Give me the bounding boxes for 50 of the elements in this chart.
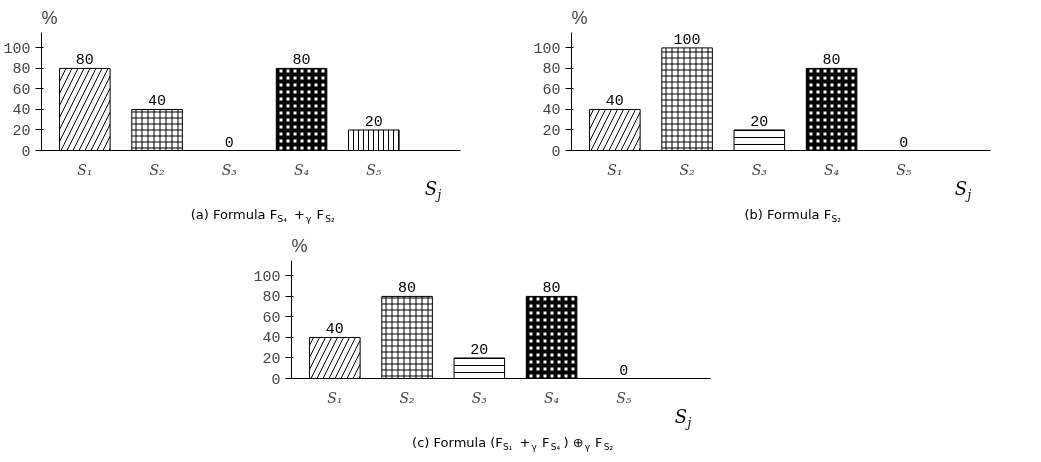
y-tick-label: 40 xyxy=(542,102,561,120)
data-label: 20 xyxy=(364,113,383,131)
y-tick-label: 60 xyxy=(542,81,561,99)
y-tick-label: 20 xyxy=(542,122,561,140)
y-tick-label: 0 xyxy=(271,371,281,389)
x-tick-label: S₁ xyxy=(607,161,623,178)
y-tick-label: 100 xyxy=(3,40,31,58)
y-tick-label: 80 xyxy=(12,61,31,79)
x-tick-label: S₂ xyxy=(149,161,166,178)
y-tick-label: 40 xyxy=(262,330,281,348)
y-tick-label: 60 xyxy=(262,309,281,327)
x-tick-label: S₄ xyxy=(293,161,310,178)
x-tick-label: S₅ xyxy=(616,389,632,406)
x-tick-label: S₅ xyxy=(366,161,382,178)
chart-title: % xyxy=(571,7,588,28)
x-tick-label: S₁ xyxy=(327,389,343,406)
y-tick-label: 80 xyxy=(542,61,561,79)
y-tick-label: 80 xyxy=(262,289,281,307)
x-tick-label: S₃ xyxy=(751,161,768,178)
x-tick-label: S₄ xyxy=(543,389,560,406)
data-label: 0 xyxy=(899,134,909,152)
y-tick-label: 100 xyxy=(253,268,281,286)
data-label: 80 xyxy=(822,52,841,70)
y-tick-label: 20 xyxy=(262,350,281,368)
data-label: 40 xyxy=(148,93,167,111)
x-tick-label: S₃ xyxy=(221,161,238,178)
x-tick-label: S₃ xyxy=(471,389,488,406)
data-label: 80 xyxy=(398,280,417,298)
data-label: 40 xyxy=(605,93,624,111)
data-label: 20 xyxy=(470,341,489,359)
data-label: 0 xyxy=(224,134,234,152)
x-tick-label: S₄ xyxy=(823,161,840,178)
chart-title: % xyxy=(291,235,308,256)
y-tick-label: 0 xyxy=(551,143,561,161)
x-tick-label: S₂ xyxy=(399,389,416,406)
data-label: 40 xyxy=(325,321,344,339)
data-label: 80 xyxy=(292,52,311,70)
y-tick-label: 20 xyxy=(12,122,31,140)
data-label: 80 xyxy=(75,52,94,70)
x-tick-label: S₂ xyxy=(679,161,696,178)
x-tick-label: S₁ xyxy=(77,161,93,178)
y-tick-label: 60 xyxy=(12,81,31,99)
y-tick-label: 0 xyxy=(21,143,31,161)
data-label: 0 xyxy=(619,362,629,380)
y-tick-label: 40 xyxy=(12,102,31,120)
chart-title: % xyxy=(41,7,58,28)
data-label: 20 xyxy=(750,113,769,131)
data-label: 100 xyxy=(673,31,701,49)
x-tick-label: S₅ xyxy=(896,161,912,178)
y-tick-label: 100 xyxy=(533,40,561,58)
